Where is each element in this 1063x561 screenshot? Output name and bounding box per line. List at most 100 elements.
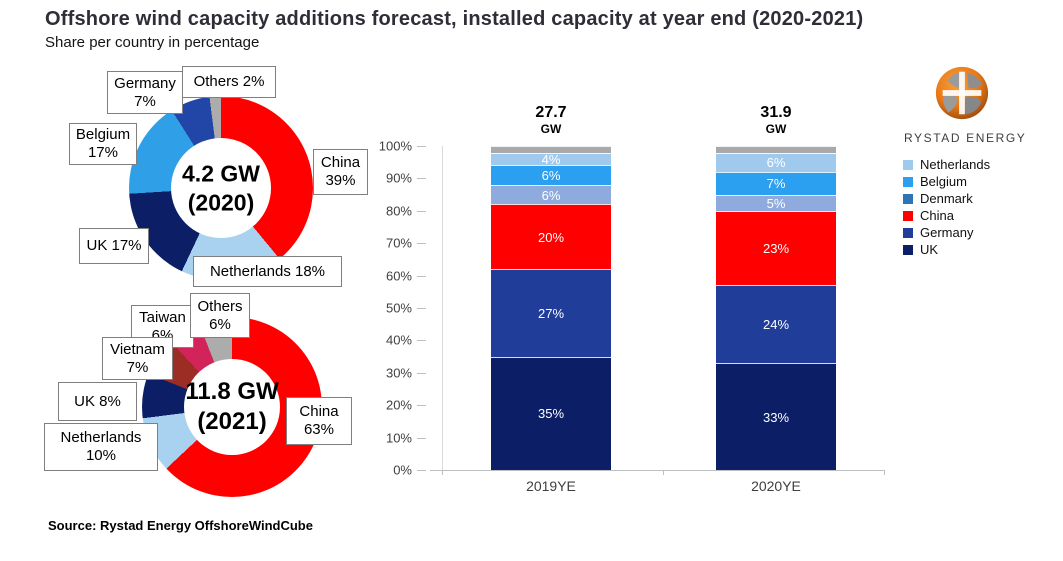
donut-hole: [171, 138, 271, 238]
bar-segment-label: 33%: [762, 409, 790, 425]
donut-2020-center-label: 4.2 GW (2020): [141, 159, 301, 217]
y-tick-label: 90%: [385, 170, 412, 186]
legend-label: UK: [920, 242, 939, 257]
y-tick-label: 0%: [393, 462, 412, 478]
bar-segment-china: 23%: [716, 210, 836, 286]
callout-china-2021: China 63%: [286, 397, 352, 445]
callout-netherlands-2020: Netherlands 18%: [193, 256, 342, 287]
bar-total-value: 31.9: [760, 104, 792, 121]
y-tick-label: 50%: [385, 300, 412, 316]
globe-icon: [935, 66, 988, 120]
legend-swatch: [903, 176, 913, 187]
donut-chart-2020: 4.2 GW (2020): [129, 96, 313, 280]
bar-segment-label: 24%: [762, 317, 790, 333]
bar-segment-label: 4%: [541, 152, 561, 167]
bar-segment-others: [491, 146, 611, 153]
bar-2020ye: 33% 24% 23% 5% 7% 6%: [716, 146, 836, 470]
bar-segment-belgium: 7%: [716, 171, 836, 195]
callout-uk-2020: UK 17%: [79, 228, 149, 264]
x-label-2019ye: 2019YE: [526, 478, 576, 494]
legend-swatch: [903, 193, 913, 204]
bar-segment-label: 20%: [537, 229, 565, 245]
bar-segment-netherlands: 4%: [491, 152, 611, 167]
bar-segment-uk: 35%: [491, 356, 611, 470]
y-tick-mark: [417, 405, 426, 407]
bar-total-2019ye: 27.7 GW: [491, 104, 611, 136]
legend-item-netherlands: Netherlands: [903, 156, 990, 173]
x-label-2020ye: 2020YE: [751, 478, 801, 494]
bar-segment-label: 5%: [766, 195, 786, 211]
donut-2020-center-value: 4.2 GW: [182, 160, 260, 187]
bar-segment-germany: 24%: [716, 285, 836, 364]
bar-segment-belgium: 6%: [491, 165, 611, 185]
callout-netherlands-2021: Netherlands 10%: [44, 423, 158, 471]
bar-segment-china: 20%: [491, 204, 611, 270]
legend-item-denmark: Denmark: [903, 190, 990, 207]
bar-segment-label: 6%: [541, 168, 561, 184]
bar-segment-germany: 27%: [491, 269, 611, 357]
donut-hole: [184, 359, 280, 455]
legend-label: Germany: [920, 225, 974, 240]
chart-legend: Netherlands Belgium Denmark China Germany UK: [903, 156, 990, 258]
bar-segment-label: 27%: [537, 305, 565, 321]
callout-china-2020: China 39%: [313, 149, 368, 195]
y-tick-mark: [417, 210, 426, 212]
source-note: Source: Rystad Energy OffshoreWindCube: [48, 518, 313, 533]
page-title: Offshore wind capacity additions forecas…: [45, 8, 864, 30]
bar-segment-label: 6%: [766, 155, 786, 171]
legend-label: Belgium: [920, 174, 967, 189]
y-tick-mark: [417, 275, 426, 277]
callout-germany-2020: Germany 7%: [107, 71, 183, 114]
y-tick-label: 20%: [385, 397, 412, 413]
y-tick-mark: [417, 372, 426, 374]
y-tick-label: 70%: [385, 235, 412, 251]
callout-uk-2021: UK 8%: [58, 382, 137, 421]
y-tick-mark: [417, 178, 426, 180]
y-tick-mark: [417, 470, 426, 471]
y-tick-label: 40%: [385, 332, 412, 348]
bar-segment-uk: 33%: [716, 363, 836, 470]
callout-belgium-2020: Belgium 17%: [69, 123, 137, 165]
callout-others-2020: Others 2%: [182, 66, 276, 98]
legend-item-china: China: [903, 207, 990, 224]
bar-segment-denmark: 5%: [716, 194, 836, 211]
legend-item-uk: UK: [903, 241, 990, 258]
legend-swatch: [903, 244, 913, 255]
bar-segment-label: 23%: [762, 241, 790, 257]
rystad-energy-logo: RYSTAD ENERGY: [904, 64, 1025, 145]
donut-2020-center-year: (2020): [187, 189, 255, 215]
bar-total-2020ye: 31.9 GW: [716, 104, 836, 136]
donut-2021-center-value: 11.8 GW: [185, 378, 279, 405]
y-tick-label: 100%: [378, 138, 412, 154]
bar-segment-denmark: 6%: [491, 184, 611, 205]
legend-swatch: [903, 210, 913, 221]
y-tick-mark: [417, 146, 426, 147]
legend-swatch: [903, 227, 913, 238]
y-tick-label: 60%: [385, 268, 412, 284]
legend-item-germany: Germany: [903, 224, 990, 241]
bar-segment-netherlands: 6%: [716, 152, 836, 172]
legend-label: China: [920, 208, 954, 223]
callout-others-2021: Others 6%: [190, 293, 250, 338]
legend-swatch: [903, 159, 913, 170]
bar-total-value: 27.7: [535, 104, 567, 121]
bar-total-unit: GW: [540, 121, 562, 136]
y-tick-label: 30%: [385, 365, 412, 381]
callout-vietnam-2021: Vietnam 7%: [102, 337, 173, 380]
donut-2021-center-year: (2021): [197, 408, 267, 435]
y-axis-line: [442, 146, 443, 470]
y-tick-label: 10%: [385, 430, 412, 446]
legend-label: Denmark: [920, 191, 973, 206]
legend-label: Netherlands: [920, 157, 991, 172]
x-axis-tick: [663, 470, 664, 475]
donut-2021-center-label: 11.8 GW (2021): [152, 377, 312, 437]
bar-segment-label: 35%: [537, 406, 565, 422]
legend-item-belgium: Belgium: [903, 173, 990, 190]
x-axis-tick: [442, 470, 443, 475]
stacked-bar-chart: 0% 10% 20% 30% 40% 50% 60% 70% 80% 90% 100% 27.7 G…: [379, 104, 885, 494]
y-tick-mark: [417, 437, 426, 439]
y-tick-mark: [417, 340, 426, 342]
bar-segment-label: 6%: [541, 187, 561, 203]
bar-2019ye: 35% 27% 20% 6% 6% 4%: [491, 146, 611, 470]
